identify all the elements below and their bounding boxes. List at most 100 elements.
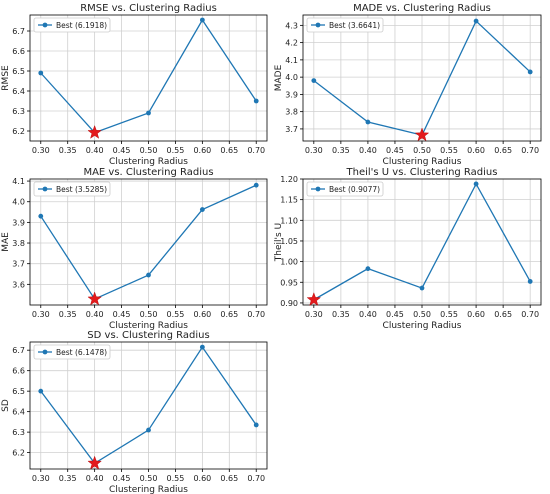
y-axis-label: SD bbox=[1, 399, 11, 412]
x-tick-label: 0.65 bbox=[494, 310, 512, 319]
y-tick-label: 3.9 bbox=[285, 90, 298, 99]
y-tick-label: 6.6 bbox=[12, 47, 25, 56]
best-star-marker bbox=[87, 455, 102, 470]
x-tick-label: 0.50 bbox=[140, 146, 158, 155]
data-point bbox=[199, 17, 205, 23]
gridlines bbox=[30, 179, 267, 305]
data-point bbox=[253, 182, 259, 188]
y-tick-label: 4.2 bbox=[285, 39, 298, 48]
legend-label: Best (6.1918) bbox=[56, 21, 107, 30]
y-tick-label: 1.15 bbox=[280, 196, 298, 205]
subplot-4: 0.30 0.35 0.40 0.45 0.50 0.55 0.60 0.65 0.70 0.90… bbox=[274, 167, 542, 331]
data-point bbox=[527, 69, 533, 75]
x-axis-label: Clustering Radius bbox=[383, 157, 462, 167]
x-tick-label: 0.55 bbox=[167, 146, 185, 155]
legend-marker-swatch bbox=[42, 349, 48, 355]
y-tick-label: 3.8 bbox=[285, 108, 298, 117]
y-tick-label: 4.0 bbox=[12, 198, 25, 207]
y-tick-label: 3.7 bbox=[12, 260, 25, 269]
y-tick-label: 6.3 bbox=[12, 107, 25, 116]
subplot-5: 0.30 0.35 0.40 0.45 0.50 0.55 0.60 0.65 0.70 6.2 6… bbox=[1, 330, 268, 494]
x-axis-label: Clustering Radius bbox=[383, 321, 462, 331]
legend-marker-swatch bbox=[315, 22, 321, 28]
x-tick-label: 0.45 bbox=[113, 146, 131, 155]
x-tick-label: 0.70 bbox=[247, 474, 265, 483]
x-tick-label: 0.65 bbox=[220, 310, 238, 319]
legend: Best (6.1918) bbox=[33, 17, 111, 33]
data-point bbox=[365, 119, 371, 125]
y-tick-label: 1.05 bbox=[280, 237, 298, 246]
data-point bbox=[146, 427, 151, 433]
y-tick-label: 3.8 bbox=[12, 239, 25, 248]
x-tick-label: 0.40 bbox=[359, 310, 377, 319]
x-tick-label: 0.70 bbox=[247, 310, 265, 319]
data-point bbox=[38, 213, 44, 219]
x-tick-label: 0.45 bbox=[113, 310, 131, 319]
x-tick-label: 0.45 bbox=[386, 310, 404, 319]
y-tick-label: 6.4 bbox=[12, 87, 25, 96]
x-tick-label: 0.55 bbox=[440, 310, 458, 319]
x-tick-label: 0.45 bbox=[113, 474, 131, 483]
x-axis-label: Clustering Radius bbox=[109, 321, 188, 331]
y-tick-label: 6.6 bbox=[12, 367, 25, 376]
x-tick-label: 0.60 bbox=[193, 146, 211, 155]
legend: Best (6.1478) bbox=[33, 344, 111, 360]
x-tick-label: 0.35 bbox=[59, 310, 77, 319]
x-tick-label: 0.60 bbox=[193, 474, 211, 483]
x-tick-label: 0.40 bbox=[86, 310, 104, 319]
legend-marker-swatch bbox=[315, 186, 321, 192]
y-tick-label: 6.4 bbox=[12, 408, 25, 417]
x-tick-label: 0.30 bbox=[32, 310, 50, 319]
y-tick-label: 4.0 bbox=[285, 73, 298, 82]
y-tick-label: 6.3 bbox=[12, 428, 25, 437]
y-tick-label: 4.1 bbox=[285, 56, 298, 65]
y-axis-label: MADE bbox=[274, 64, 284, 91]
gridlines bbox=[30, 342, 267, 469]
gridlines bbox=[303, 178, 541, 305]
x-tick-label: 0.40 bbox=[359, 146, 377, 155]
x-tick-label: 0.55 bbox=[440, 146, 458, 155]
x-tick-label: 0.60 bbox=[193, 310, 211, 319]
best-star-marker bbox=[87, 291, 102, 306]
data-point bbox=[38, 388, 44, 394]
x-tick-label: 0.70 bbox=[521, 146, 539, 155]
y-axis-label: MAE bbox=[1, 232, 11, 252]
data-point bbox=[419, 285, 425, 291]
y-tick-label: 6.5 bbox=[12, 67, 25, 76]
data-point bbox=[473, 181, 479, 187]
y-tick-label: 1.00 bbox=[280, 258, 298, 267]
x-axis-label: Clustering Radius bbox=[109, 157, 188, 167]
best-star-marker bbox=[414, 127, 430, 142]
x-tick-label: 0.30 bbox=[32, 146, 50, 155]
legend-box bbox=[306, 181, 384, 197]
plot-frame bbox=[302, 14, 542, 142]
x-tick-label: 0.45 bbox=[386, 146, 404, 155]
gridlines bbox=[30, 15, 267, 141]
x-tick-label: 0.55 bbox=[167, 474, 185, 483]
chart-title: MAE vs. Clustering Radius bbox=[83, 167, 213, 178]
x-tick-label: 0.30 bbox=[305, 310, 323, 319]
y-tick-label: 4.1 bbox=[12, 177, 25, 186]
legend-box bbox=[33, 181, 111, 197]
best-star-marker bbox=[87, 125, 102, 139]
y-tick-label: 1.10 bbox=[280, 216, 298, 225]
x-tick-label: 0.50 bbox=[140, 474, 158, 483]
x-tick-label: 0.35 bbox=[332, 310, 350, 319]
data-point bbox=[199, 207, 205, 212]
x-tick-label: 0.65 bbox=[494, 146, 512, 155]
data-point bbox=[527, 279, 533, 284]
y-tick-label: 3.6 bbox=[12, 280, 25, 289]
x-tick-label: 0.40 bbox=[86, 146, 104, 155]
plot-frame bbox=[302, 178, 542, 306]
legend: Best (3.5285) bbox=[33, 181, 111, 197]
y-axis-label: RMSE bbox=[1, 65, 11, 91]
x-tick-label: 0.50 bbox=[413, 146, 431, 155]
legend-label: Best (3.6641) bbox=[329, 21, 380, 30]
x-tick-label: 0.70 bbox=[521, 310, 539, 319]
x-axis-label: Clustering Radius bbox=[109, 485, 188, 494]
plot-frame bbox=[29, 178, 268, 306]
data-point bbox=[146, 110, 151, 116]
x-tick-label: 0.50 bbox=[140, 310, 158, 319]
data-point bbox=[146, 272, 151, 278]
y-tick-label: 4.3 bbox=[285, 21, 298, 30]
